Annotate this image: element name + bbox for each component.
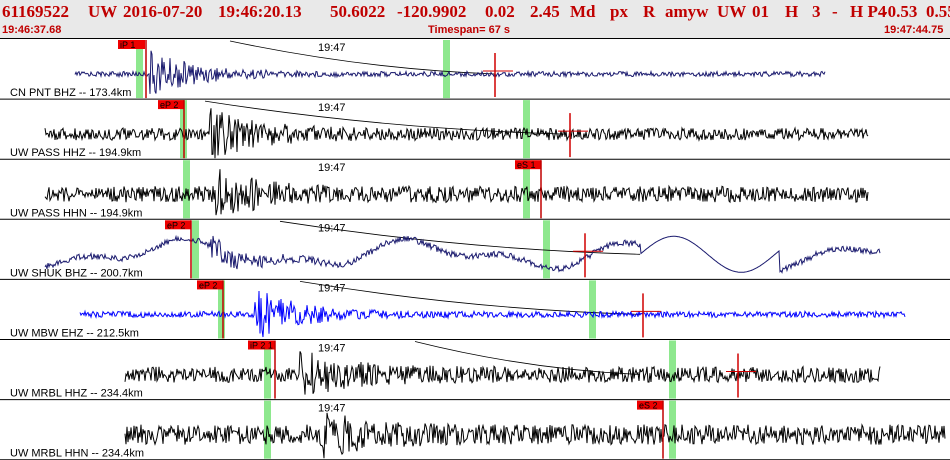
magnitude-type: Md bbox=[570, 2, 596, 21]
pick-window bbox=[443, 40, 450, 99]
event-summary-line: 61169522 UW 2016-07-20 19:46:20.13 50.60… bbox=[0, 2, 950, 22]
time-tick-label: 19:47 bbox=[318, 42, 346, 54]
station-label: UW MRBL HHZ -- 234.4km bbox=[10, 388, 143, 400]
pick-flag[interactable] bbox=[515, 160, 541, 170]
version: 01 bbox=[752, 2, 769, 21]
travel-time-curve bbox=[414, 341, 641, 375]
travel-time-curve bbox=[229, 40, 496, 75]
pick-window bbox=[669, 400, 676, 459]
pick-flag[interactable] bbox=[637, 400, 663, 410]
seismogram-waveform bbox=[44, 234, 881, 274]
event-id: 61169522 bbox=[2, 2, 70, 21]
start-time: 19:46:37.68 bbox=[2, 24, 62, 36]
pick-flag-label: eS 1 bbox=[517, 160, 536, 170]
pick-window bbox=[589, 280, 596, 339]
px-flag: px bbox=[610, 2, 628, 21]
dash: - bbox=[832, 2, 838, 21]
seismogram-waveform bbox=[74, 50, 826, 94]
station-label: UW PASS HHZ -- 194.9km bbox=[10, 147, 141, 159]
pick-flag[interactable] bbox=[165, 220, 191, 230]
pick-window bbox=[523, 160, 530, 219]
pick-flag-label: iP 1 bbox=[120, 40, 135, 50]
time-tick-label: 19:47 bbox=[318, 403, 346, 415]
time-tick-label: 19:47 bbox=[318, 102, 346, 114]
pick-flag-label: eP 2 bbox=[199, 280, 217, 290]
time-tick-label: 19:47 bbox=[318, 282, 346, 294]
network-2: UW bbox=[717, 2, 747, 21]
value-1: -0.53 bbox=[882, 2, 918, 21]
trace-3[interactable]: 19:47 eS 1 UW PASS HHN -- 194.9km bbox=[0, 160, 950, 220]
pick-window bbox=[264, 340, 271, 399]
longitude: -120.9902 bbox=[397, 2, 467, 21]
station-label: UW PASS HHN -- 194.9km bbox=[10, 207, 142, 219]
pick-window bbox=[264, 400, 271, 459]
trace-2[interactable]: 19:47 eP 2 UW PASS HHZ -- 194.9km bbox=[0, 100, 950, 160]
event-time: 19:46:20.13 bbox=[218, 2, 302, 21]
pick-flag-label: eP 2 bbox=[160, 100, 178, 110]
pick-window bbox=[218, 280, 225, 339]
seismogram-waveform bbox=[79, 290, 906, 338]
trace-1[interactable]: 19:47 iP 1 CN PNT BHZ -- 173.4km bbox=[0, 40, 950, 100]
pick-window bbox=[669, 340, 676, 399]
network: UW bbox=[88, 2, 118, 21]
pick-window bbox=[543, 220, 550, 279]
review-flag: R bbox=[643, 2, 656, 21]
pick-window bbox=[136, 40, 143, 99]
hp-flag: H P4 bbox=[850, 2, 887, 21]
pick-flag-label: iP 2 1 bbox=[250, 341, 273, 351]
seismogram-waveform bbox=[124, 412, 946, 459]
pick-window bbox=[192, 220, 199, 279]
count-3: 3 bbox=[812, 2, 821, 21]
depth: 0.02 bbox=[485, 2, 515, 21]
pick-flag-label: eP 2 bbox=[167, 220, 185, 230]
timespan: Timespan= 67 s bbox=[428, 24, 511, 36]
station-label: UW SHUK BHZ -- 200.7km bbox=[10, 267, 143, 279]
event-date: 2016-07-20 bbox=[123, 2, 203, 21]
travel-time-curve bbox=[299, 281, 641, 315]
seismogram-waveform bbox=[44, 108, 869, 159]
end-time: 19:47:44.75 bbox=[884, 24, 944, 36]
latitude: 50.6022 bbox=[330, 2, 386, 21]
pick-flag-label: eS 2 bbox=[639, 401, 658, 411]
event-header: 61169522 UW 2016-07-20 19:46:20.13 50.60… bbox=[0, 0, 950, 39]
pick-flag[interactable] bbox=[158, 100, 184, 110]
trace-6[interactable]: 19:47 iP 2 1 UW MRBL HHZ -- 234.4km bbox=[0, 340, 950, 401]
value-2: 0.55 bbox=[926, 2, 950, 21]
trace-5[interactable]: 19:47 eP 2 UW MBW EHZ -- 212.5km bbox=[0, 280, 950, 340]
station-label: CN PNT BHZ -- 173.4km bbox=[10, 87, 131, 99]
time-tick-label: 19:47 bbox=[318, 343, 346, 355]
travel-time-curve bbox=[204, 100, 566, 135]
author: amyw bbox=[665, 2, 709, 21]
station-label: UW MRBL HHN -- 234.4km bbox=[10, 448, 144, 460]
h-flag: H bbox=[785, 2, 799, 21]
pick-flag[interactable] bbox=[197, 280, 223, 290]
time-tick-label: 19:47 bbox=[318, 222, 346, 234]
pick-flag[interactable] bbox=[248, 340, 275, 350]
trace-7[interactable]: 19:47 eS 2 UW MRBL HHN -- 234.4km bbox=[0, 400, 950, 460]
pick-flag[interactable] bbox=[118, 40, 145, 49]
seismogram-waveform bbox=[44, 169, 869, 216]
seismogram-waveform bbox=[124, 351, 881, 395]
magnitude: 2.45 bbox=[530, 2, 560, 21]
waveform-panel[interactable]: 19:47 iP 1 CN PNT BHZ -- 173.4km 19:47 eP 2 U… bbox=[0, 39, 950, 460]
trace-4[interactable]: 19:47 eP 2 UW SHUK BHZ -- 200.7km bbox=[0, 220, 950, 280]
station-label: UW MBW EHZ -- 212.5km bbox=[10, 328, 139, 340]
time-tick-label: 19:47 bbox=[318, 162, 346, 174]
